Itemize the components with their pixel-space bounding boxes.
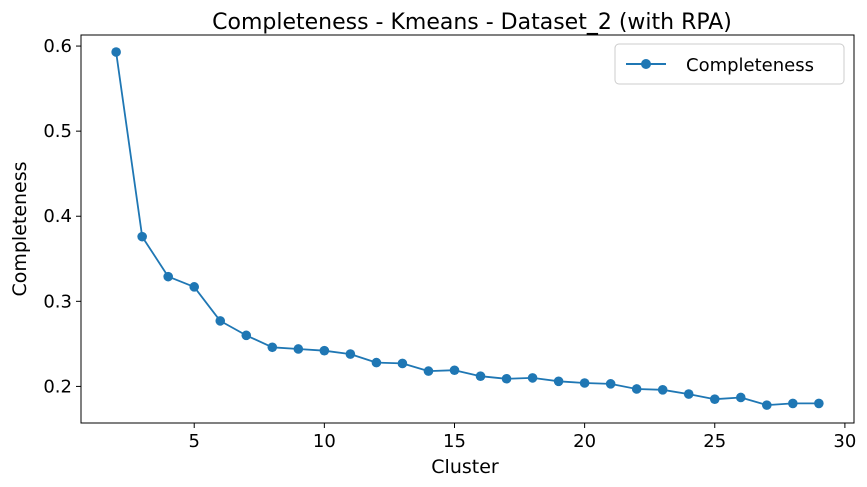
data-point: [111, 47, 121, 57]
x-tick-label: 30: [833, 431, 856, 452]
y-axis-label: Completeness: [9, 161, 31, 296]
data-point: [371, 357, 382, 368]
y-tick-label: 0.3: [43, 291, 72, 312]
data-point: [449, 365, 460, 376]
data-point: [709, 394, 720, 404]
data-point: [345, 349, 356, 359]
legend-marker-swatch: [641, 59, 651, 69]
plot-area: [80, 34, 855, 424]
data-point: [579, 378, 590, 388]
x-tick-label: 15: [443, 431, 466, 452]
data-point: [241, 330, 252, 341]
x-tick-label: 25: [703, 431, 726, 452]
series-line: [115, 51, 819, 407]
data-point: [501, 373, 512, 384]
data-point: [423, 366, 434, 376]
data-point: [762, 400, 772, 410]
legend-frame: [614, 43, 845, 85]
data-point: [527, 373, 538, 383]
x-axis: 5 10 15 20 25 30: [188, 423, 856, 452]
data-point: [814, 398, 824, 409]
data-point: [657, 385, 668, 395]
y-tick-label: 0.2: [43, 376, 72, 397]
y-tick-label: 0.5: [43, 121, 72, 142]
data-point: [605, 379, 616, 389]
plot-frame: [80, 34, 855, 424]
y-tick-label: 0.6: [43, 36, 72, 57]
x-tick-label: 20: [573, 431, 596, 452]
chart-title: Completeness - Kmeans - Dataset_2 (with …: [212, 10, 732, 35]
data-point: [788, 398, 798, 409]
data-point: [631, 384, 642, 394]
x-tick-label: 10: [313, 431, 336, 452]
legend-entry-completeness: Completeness: [686, 55, 814, 76]
x-axis-label: Cluster: [431, 456, 499, 478]
data-point: [137, 231, 147, 242]
data-point: [163, 271, 173, 282]
y-tick-label: 0.4: [43, 206, 72, 227]
data-point: [553, 376, 564, 387]
data-point: [215, 316, 226, 326]
data-point: [683, 389, 694, 399]
x-tick-label: 5: [188, 431, 199, 452]
data-point: [319, 345, 330, 356]
legend: Completeness: [614, 43, 845, 85]
data-point: [293, 344, 304, 354]
data-point: [397, 358, 408, 369]
series-completeness: [111, 47, 824, 410]
data-point: [189, 282, 200, 292]
y-axis: 0.2 0.3 0.4 0.5 0.6: [43, 36, 81, 397]
data-point: [735, 392, 746, 403]
data-point: [475, 371, 486, 382]
data-point: [267, 342, 278, 353]
